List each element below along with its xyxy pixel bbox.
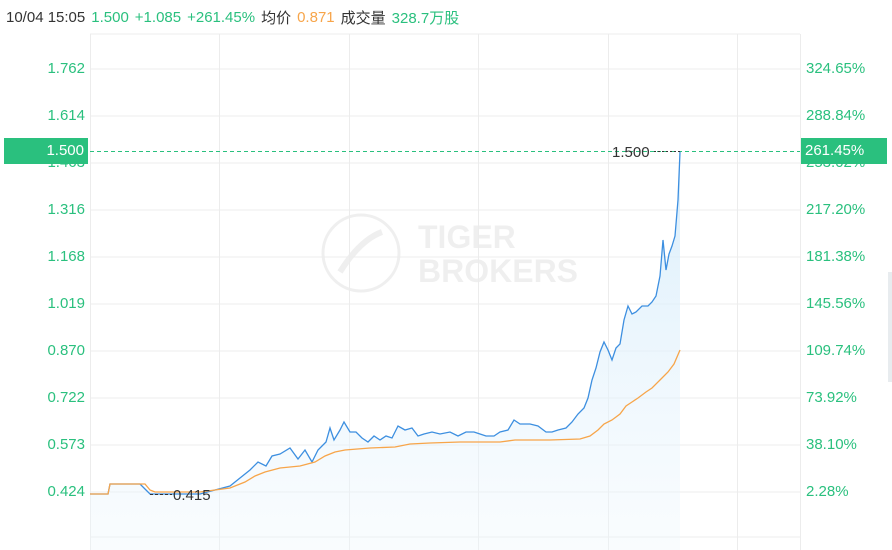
- avg-price-value: 0.871: [297, 8, 335, 26]
- price-line: [90, 151, 681, 495]
- left-axis-tick: 0.424: [47, 483, 85, 500]
- svg-text:TIGER: TIGER: [418, 219, 516, 255]
- right-axis-tick: 181.38%: [806, 248, 866, 265]
- right-axis-tick: 109.74%: [806, 342, 866, 359]
- watermark: TIGER BROKERS: [321, 213, 578, 293]
- left-axis-tick: 0.573: [47, 436, 85, 453]
- right-axis-tick: 217.20%: [806, 201, 866, 218]
- quote-header: 10/04 15:05 1.500 +1.085 +261.45% 均价 0.8…: [6, 6, 465, 28]
- volume-label: 成交量: [340, 9, 386, 27]
- quote-price: 1.500: [91, 8, 129, 26]
- quote-datetime: 10/04 15:05: [6, 8, 86, 26]
- right-axis-tick: 145.56%: [806, 295, 866, 312]
- quote-change-pct: +261.45%: [187, 8, 256, 26]
- high-annotation: 1.500: [612, 144, 650, 161]
- right-axis-tick: 73.92%: [806, 389, 857, 406]
- left-axis-tick: 1.614: [47, 107, 85, 124]
- scrollbar[interactable]: [888, 272, 892, 382]
- svg-text:BROKERS: BROKERS: [418, 253, 578, 289]
- left-axis-tick: 1.316: [47, 201, 85, 218]
- left-axis-tick: 0.722: [47, 389, 85, 406]
- left-axis-tick: 0.870: [47, 342, 85, 359]
- left-axis-tick: 1.019: [47, 295, 85, 312]
- avg-price-label: 均价: [261, 9, 292, 27]
- current-price-badge: 1.500: [4, 138, 88, 164]
- average-line: [90, 349, 681, 495]
- low-annotation: 0.415: [173, 487, 211, 504]
- price-area: [90, 152, 680, 550]
- quote-change: +1.085: [134, 8, 182, 26]
- volume-value: 328.7万股: [391, 9, 460, 27]
- right-axis-tick: 38.10%: [806, 436, 857, 453]
- right-axis-tick: 324.65%: [806, 60, 866, 77]
- right-axis-tick: 2.28%: [806, 483, 849, 500]
- left-axis-tick: 1.168: [47, 248, 85, 265]
- left-axis-tick: 1.762: [47, 60, 85, 77]
- right-axis-tick: 288.84%: [806, 107, 866, 124]
- current-change-pct-badge: 261.45%: [801, 138, 887, 164]
